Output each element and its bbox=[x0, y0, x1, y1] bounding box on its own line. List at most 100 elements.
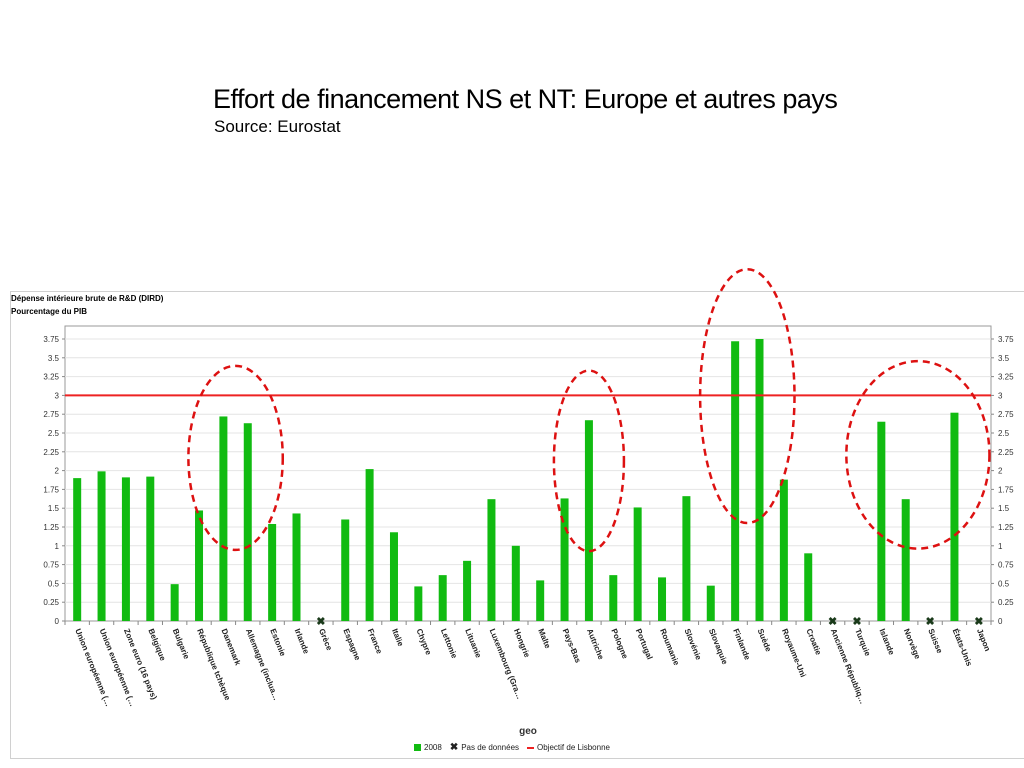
x-tick-label: Malte bbox=[536, 627, 552, 650]
x-tick-label: Suisse bbox=[926, 627, 944, 655]
y-tick-label-right: 3 bbox=[998, 391, 1003, 400]
bar bbox=[365, 469, 374, 621]
x-tick-label: Lituanie bbox=[463, 627, 483, 659]
x-tick-label: Espagne bbox=[341, 627, 362, 662]
x-tick-label: Finlande bbox=[731, 627, 752, 661]
bar bbox=[633, 507, 642, 621]
y-tick-label: 1.75 bbox=[43, 485, 59, 494]
legend-label-lisbon: Objectif de Lisbonne bbox=[537, 743, 610, 752]
bar bbox=[170, 584, 179, 621]
legend-label-missing: Pas de données bbox=[461, 743, 520, 752]
x-tick-label: Hongrie bbox=[512, 627, 532, 659]
bar bbox=[950, 412, 959, 621]
y-tick-label-right: 0.75 bbox=[998, 561, 1014, 570]
x-tick-label: États-Unis bbox=[951, 627, 974, 668]
bar bbox=[243, 423, 252, 621]
bar bbox=[438, 575, 447, 621]
x-tick-label: Pologne bbox=[609, 627, 629, 660]
y-tick-label: 0 bbox=[55, 617, 60, 626]
x-tick-label: Turquie bbox=[853, 627, 872, 658]
bar bbox=[609, 575, 618, 621]
bar bbox=[341, 519, 350, 621]
y-tick-label-right: 1.25 bbox=[998, 523, 1014, 532]
bar bbox=[536, 580, 545, 621]
bar bbox=[121, 477, 130, 621]
legend-swatch-2008 bbox=[414, 744, 422, 751]
y-tick-label: 1.25 bbox=[43, 523, 59, 532]
y-tick-label-right: 2.75 bbox=[998, 410, 1014, 419]
y-tick-label: 2.25 bbox=[43, 448, 59, 457]
x-tick-label: Portugal bbox=[634, 627, 655, 660]
y-tick-label-right: 1.75 bbox=[998, 485, 1014, 494]
y-tick-label-right: 1 bbox=[998, 542, 1003, 551]
x-tick-label: France bbox=[366, 627, 384, 655]
y-tick-label: 3.5 bbox=[48, 354, 60, 363]
legend: 2008 ✖ Pas de données Objectif de Lisbonne bbox=[0, 742, 1024, 753]
x-tick-label: Bulgarie bbox=[171, 627, 192, 661]
bar bbox=[804, 553, 813, 621]
bar bbox=[658, 577, 667, 621]
y-tick-label-right: 0 bbox=[998, 617, 1003, 626]
y-tick-label: 3 bbox=[55, 391, 60, 400]
x-tick-label: Italie bbox=[390, 627, 405, 648]
x-tick-label: Estonie bbox=[268, 627, 287, 658]
chart-frame bbox=[10, 291, 1024, 759]
x-tick-label: Croatie bbox=[804, 627, 823, 656]
bar bbox=[779, 479, 788, 621]
chart-subtitle: Pourcentage du PIB bbox=[11, 307, 88, 316]
x-tick-label: Norvège bbox=[902, 627, 923, 661]
slide-title: Effort de financement NS et NT: Europe e… bbox=[213, 84, 838, 114]
y-tick-label-right: 1.5 bbox=[998, 504, 1010, 513]
bar bbox=[414, 586, 423, 621]
x-tick-label: Grèce bbox=[317, 627, 334, 652]
chart-title: Dépense intérieure brute de R&D (DIRD) bbox=[11, 294, 164, 303]
x-tick-label: Pays-Bas bbox=[561, 627, 583, 664]
y-tick-label: 2.5 bbox=[48, 429, 60, 438]
x-tick-label: Slovénie bbox=[683, 627, 704, 661]
missing-data-marker: ✖ bbox=[974, 616, 983, 628]
x-tick-label: Belgique bbox=[146, 627, 167, 662]
y-tick-label: 3.75 bbox=[43, 335, 59, 344]
bar bbox=[877, 421, 886, 621]
highlight-ellipse bbox=[552, 369, 626, 553]
y-tick-label-right: 2.5 bbox=[998, 429, 1010, 438]
bar bbox=[463, 560, 472, 621]
y-tick-label: 0.5 bbox=[48, 579, 60, 588]
bar bbox=[292, 513, 301, 621]
y-tick-label-right: 2 bbox=[998, 467, 1003, 476]
bar bbox=[73, 478, 82, 621]
bar bbox=[755, 339, 764, 621]
y-tick-label-right: 2.25 bbox=[998, 448, 1014, 457]
x-tick-label: Roumanie bbox=[658, 627, 681, 667]
y-tick-label: 0.25 bbox=[43, 598, 59, 607]
bar bbox=[219, 416, 228, 621]
y-tick-label-right: 3.75 bbox=[998, 335, 1014, 344]
bar bbox=[195, 510, 204, 621]
bar bbox=[584, 420, 593, 621]
y-tick-label: 1.5 bbox=[48, 504, 60, 513]
highlight-ellipse bbox=[698, 267, 796, 525]
x-tick-label: Autriche bbox=[585, 627, 606, 661]
y-tick-label: 1 bbox=[55, 542, 60, 551]
bar bbox=[268, 523, 277, 621]
x-tick-label: Islande bbox=[877, 627, 896, 656]
bar bbox=[706, 585, 715, 621]
bar bbox=[560, 498, 569, 621]
missing-data-marker: ✖ bbox=[828, 616, 837, 628]
legend-swatch-lisbon bbox=[527, 746, 535, 749]
bar bbox=[146, 476, 155, 621]
x-tick-label: Slovaquie bbox=[707, 627, 730, 666]
bar bbox=[682, 496, 691, 621]
bar bbox=[487, 499, 496, 621]
missing-data-marker: ✖ bbox=[925, 616, 934, 628]
y-tick-label: 0.75 bbox=[43, 561, 59, 570]
y-tick-label-right: 0.5 bbox=[998, 579, 1010, 588]
y-tick-label: 2.75 bbox=[43, 410, 59, 419]
x-tick-label: Suède bbox=[756, 627, 774, 653]
y-tick-label-right: 0.25 bbox=[998, 598, 1014, 607]
missing-data-icon: ✖ bbox=[449, 742, 459, 753]
x-tick-label: Lettonie bbox=[439, 627, 459, 660]
x-tick-label: Chypre bbox=[414, 627, 433, 656]
plot-area bbox=[64, 325, 992, 622]
